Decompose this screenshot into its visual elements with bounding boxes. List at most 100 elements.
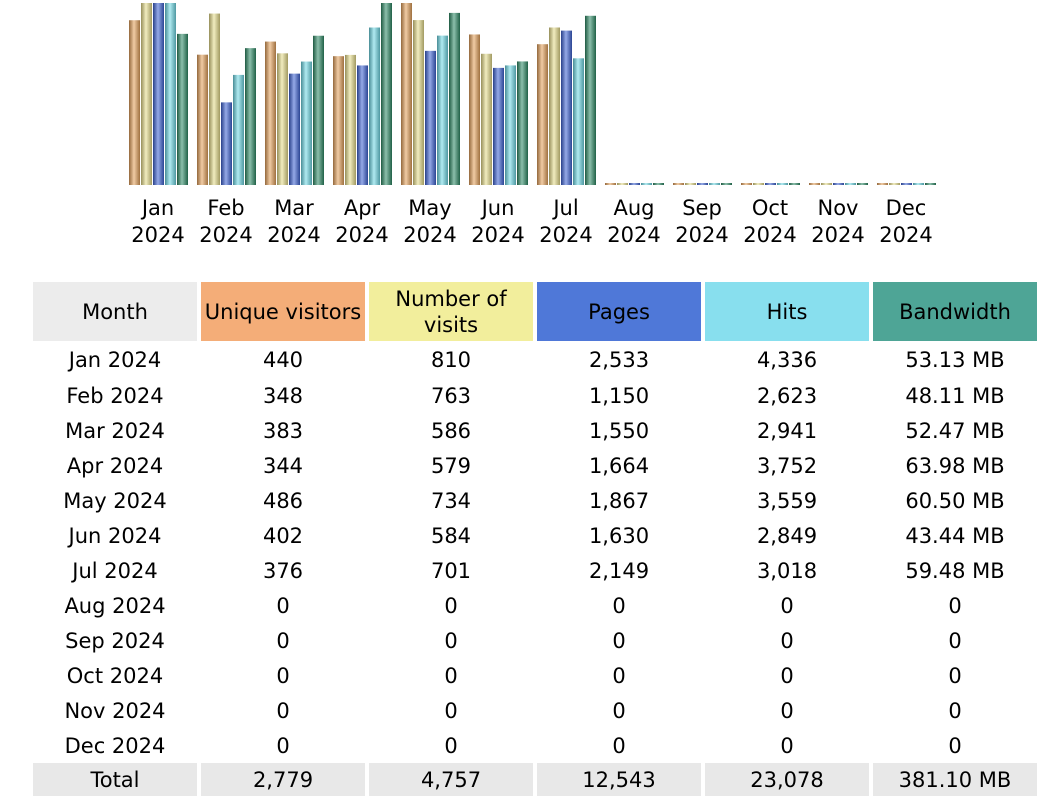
row-hits: 2,623 [756, 383, 818, 408]
monthly-history-chart: Jan 2024 Feb 2024 Mar 2024 Apr 2024 May 2024 Jun 20… [129, 3, 936, 247]
row-hits: 0 [780, 663, 794, 688]
row-visits: 579 [430, 453, 472, 478]
table-row: Aug 2024 0 0 0 0 0 [33, 588, 1037, 623]
bar-hits-sep [709, 183, 720, 185]
bar-pages-aug [629, 183, 640, 185]
bar-unique-visitors-dec [877, 183, 888, 185]
total-unique-visitors: 2,779 [201, 763, 365, 796]
bar-hits-nov [845, 183, 856, 185]
bar-pages-jun [493, 67, 504, 185]
row-unique-visitors: 0 [276, 663, 290, 688]
row-bandwidth: 60.50 MB [905, 488, 1005, 513]
row-month: Nov 2024 [64, 698, 166, 723]
row-pages: 0 [612, 663, 626, 688]
bar-unique-visitors-jun [469, 34, 480, 186]
total-label: Total [33, 763, 197, 796]
x-tick-month-dec: Dec [886, 196, 927, 220]
total-bandwidth: 381.10 MB [873, 763, 1037, 796]
x-tick-month-oct: Oct [752, 196, 788, 220]
x-tick-month-jun: Jun [480, 196, 515, 220]
row-unique-visitors: 348 [262, 383, 304, 408]
row-pages: 1,550 [588, 418, 650, 443]
bar-unique-visitors-may [401, 3, 412, 185]
table-header-row: Month Unique visitors Number of visits P… [33, 282, 1037, 341]
row-hits: 4,336 [756, 347, 818, 372]
bar-bandwidth-aug [653, 183, 664, 185]
row-month: Jul 2024 [72, 558, 158, 583]
bar-unique-visitors-apr [333, 56, 344, 185]
bar-bandwidth-dec [925, 183, 936, 185]
bar-unique-visitors-nov [809, 183, 820, 185]
bar-visits-mar [277, 53, 288, 185]
row-month: Feb 2024 [66, 383, 164, 408]
x-tick-year-oct: 2024 [743, 223, 796, 247]
bar-pages-jan [153, 3, 164, 185]
bar-hits-mar [301, 61, 312, 185]
x-tick-year-may: 2024 [403, 223, 456, 247]
x-tick-month-jul: Jul [551, 196, 578, 220]
header-bandwidth: Bandwidth [873, 282, 1037, 341]
row-bandwidth: 52.47 MB [905, 418, 1005, 443]
row-bandwidth: 48.11 MB [905, 383, 1005, 408]
bar-unique-visitors-jul [537, 44, 548, 185]
total-visits: 4,757 [369, 763, 533, 796]
bar-visits-jun [481, 53, 492, 186]
bar-pages-apr [357, 65, 368, 185]
row-unique-visitors: 0 [276, 628, 290, 653]
table-row: Nov 2024 0 0 0 0 0 [33, 693, 1037, 728]
row-bandwidth: 63.98 MB [905, 453, 1005, 478]
bar-visits-sep [685, 183, 696, 185]
table-row: Feb 2024 348 763 1,150 2,623 48.11 MB [33, 378, 1037, 413]
x-tick-year-aug: 2024 [607, 223, 660, 247]
row-pages: 0 [612, 733, 626, 758]
row-bandwidth: 0 [948, 628, 962, 653]
table-row: Jul 2024 376 701 2,149 3,018 59.48 MB [33, 553, 1037, 588]
table-row: Jun 2024 402 584 1,630 2,849 43.44 MB [33, 518, 1037, 553]
bar-bandwidth-nov [857, 183, 868, 185]
x-tick-month-aug: Aug [613, 196, 654, 220]
row-visits: 734 [430, 488, 472, 513]
bar-pages-mar [289, 73, 300, 185]
row-unique-visitors: 344 [262, 453, 304, 478]
bar-bandwidth-mar [313, 35, 324, 186]
bar-pages-dec [901, 183, 912, 185]
table-row: Mar 2024 383 586 1,550 2,941 52.47 MB [33, 413, 1037, 448]
row-visits: 810 [430, 347, 472, 372]
x-tick-month-apr: Apr [344, 196, 381, 220]
row-unique-visitors: 0 [276, 698, 290, 723]
row-visits: 584 [430, 523, 472, 548]
row-pages: 2,149 [588, 558, 650, 583]
row-hits: 3,018 [756, 558, 818, 583]
bar-visits-jan [141, 3, 152, 185]
row-pages: 0 [612, 698, 626, 723]
bar-visits-aug [617, 183, 628, 185]
header-pages: Pages [537, 282, 701, 341]
x-tick-year-dec: 2024 [879, 223, 932, 247]
x-tick-year-jul: 2024 [539, 223, 592, 247]
row-visits: 0 [444, 663, 458, 688]
bar-unique-visitors-mar [265, 41, 276, 185]
x-tick-month-jan: Jan [140, 196, 174, 220]
row-pages: 2,533 [588, 347, 650, 372]
bar-visits-may [413, 20, 424, 186]
bar-bandwidth-jan [177, 33, 188, 185]
bar-visits-nov [821, 183, 832, 185]
row-pages: 1,630 [588, 523, 650, 548]
bar-pages-may [425, 50, 436, 186]
row-hits: 0 [780, 698, 794, 723]
x-tick-year-jan: 2024 [131, 223, 184, 247]
table-row: Oct 2024 0 0 0 0 0 [33, 658, 1037, 693]
row-hits: 3,559 [756, 488, 818, 513]
bar-hits-oct [777, 183, 788, 185]
row-month: Mar 2024 [65, 418, 165, 443]
row-month: Jun 2024 [68, 523, 162, 548]
row-bandwidth: 0 [948, 733, 962, 758]
row-pages: 1,664 [588, 453, 650, 478]
bar-hits-feb [233, 74, 244, 185]
bar-unique-visitors-aug [605, 183, 616, 185]
row-month: Sep 2024 [65, 628, 165, 653]
x-tick-month-may: May [408, 196, 451, 220]
bar-unique-visitors-jan [129, 20, 140, 186]
bar-visits-oct [753, 183, 764, 185]
row-visits: 0 [444, 698, 458, 723]
